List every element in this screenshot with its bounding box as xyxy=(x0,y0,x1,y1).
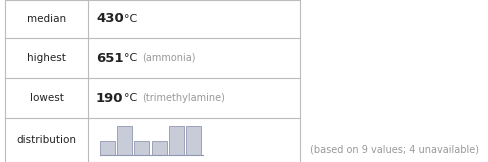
Text: (ammonia): (ammonia) xyxy=(142,53,195,63)
Text: 190: 190 xyxy=(96,92,123,104)
Bar xyxy=(185,126,201,155)
Text: distribution: distribution xyxy=(17,135,76,145)
Text: °C: °C xyxy=(124,93,137,103)
Text: 651: 651 xyxy=(96,52,123,64)
Bar xyxy=(117,126,132,155)
Bar xyxy=(134,140,149,155)
Text: lowest: lowest xyxy=(29,93,63,103)
Text: °C: °C xyxy=(124,14,137,24)
Bar xyxy=(168,126,183,155)
Bar xyxy=(151,140,166,155)
Text: median: median xyxy=(27,14,66,24)
Bar xyxy=(5,0,299,162)
Text: (trimethylamine): (trimethylamine) xyxy=(142,93,224,103)
Text: (based on 9 values; 4 unavailable): (based on 9 values; 4 unavailable) xyxy=(309,145,478,155)
Bar xyxy=(100,140,115,155)
Text: highest: highest xyxy=(27,53,66,63)
Text: °C: °C xyxy=(124,53,137,63)
Text: 430: 430 xyxy=(96,12,123,25)
